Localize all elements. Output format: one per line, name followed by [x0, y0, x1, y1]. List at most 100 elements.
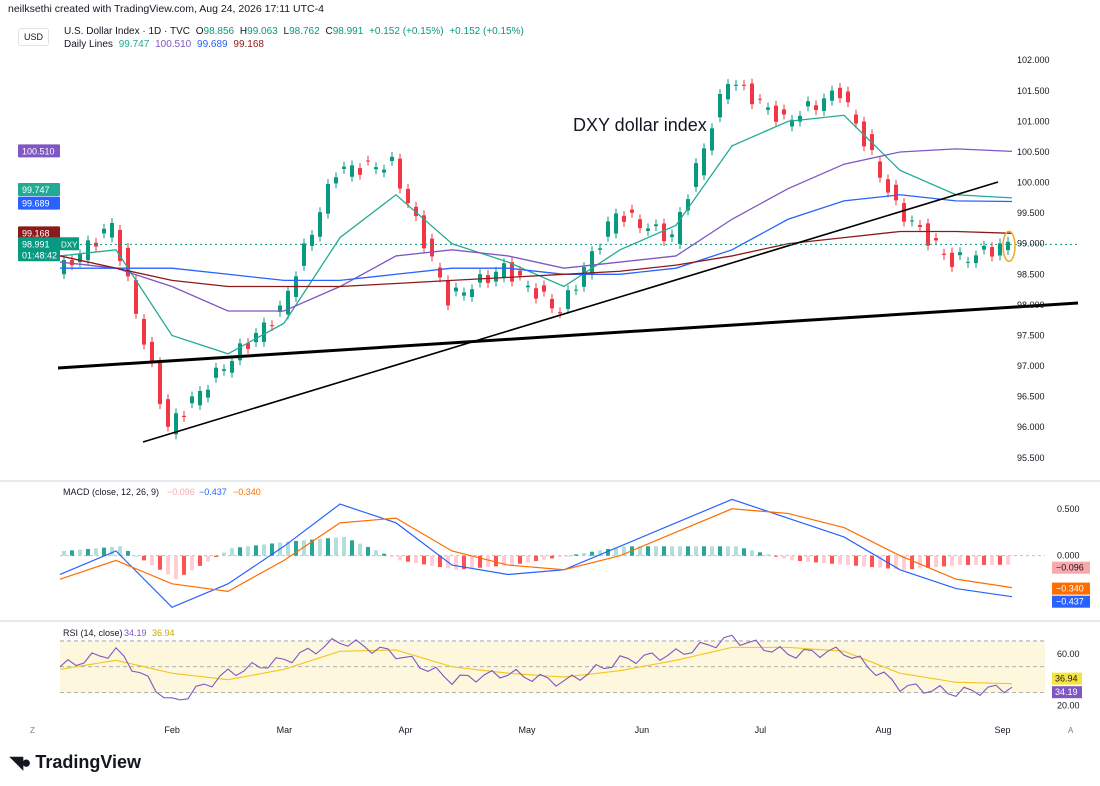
candle-body [174, 413, 178, 435]
price-badge [18, 226, 60, 240]
candle-body [878, 161, 882, 178]
corner-z[interactable]: Z [30, 726, 35, 735]
rsi-badge-value: 36.94 [1055, 674, 1078, 684]
candle-body [742, 84, 746, 86]
macd-histogram-bar [262, 544, 266, 556]
macd-histogram-bar [646, 546, 650, 556]
macd-histogram-bar [622, 546, 626, 556]
rsi-badge-value: 34.19 [1055, 687, 1078, 697]
candle-body [358, 168, 362, 175]
macd-histogram-bar [582, 553, 586, 556]
macd-histogram-bar [270, 543, 274, 556]
price-badge-value: 98.991 [22, 239, 50, 249]
macd-histogram-bar [654, 546, 658, 556]
macd-histogram-bar [390, 555, 394, 558]
candle-body [758, 98, 762, 100]
macd-histogram-bar [294, 540, 298, 556]
candle-body [734, 84, 738, 86]
candle-body [574, 289, 578, 291]
macd-histogram-bar [990, 555, 994, 565]
macd-histogram-bar [494, 555, 498, 567]
macd-histogram-bar [726, 546, 730, 556]
price-tick-label: 96.000 [1017, 422, 1045, 432]
macd-histogram-bar [574, 554, 578, 556]
trend-line-support[interactable] [57, 301, 1079, 370]
rsi-tick-label: 60.00 [1057, 649, 1080, 659]
rsi-legend-title: RSI (14, close) [63, 628, 123, 638]
candle-body [590, 251, 594, 275]
ma-line-200 [59, 230, 1013, 288]
currency-button[interactable]: USD [18, 28, 50, 46]
macd-histogram-bar [870, 555, 874, 568]
ma-line-20 [59, 114, 1013, 355]
corner-a[interactable]: A [1068, 726, 1074, 735]
macd-histogram-bar [758, 552, 762, 556]
candle-body [230, 360, 234, 373]
macd-histogram-bar [326, 538, 330, 556]
macd-histogram-bar [838, 555, 842, 565]
candle-body [302, 243, 306, 266]
candle-body [262, 322, 266, 342]
chart-canvas[interactable]: DXY dollar index 102.000101.500101.00010… [0, 0, 1100, 745]
macd-histogram-bar [422, 555, 426, 565]
price-badge-value: 100.510 [22, 146, 55, 156]
macd-histogram-bar [70, 550, 74, 556]
price-tick-label: 100.500 [1017, 147, 1050, 157]
macd-histogram-bar [134, 555, 138, 557]
macd-histogram-bar [710, 546, 714, 556]
candle-body [726, 84, 730, 100]
macd-badge-value: −0.096 [1056, 563, 1084, 573]
macd-badge-value: −0.340 [1056, 584, 1084, 594]
macd-histogram-bar [526, 555, 530, 563]
macd-histogram-bar [742, 548, 746, 556]
candles [62, 78, 1010, 440]
candle-body [630, 209, 634, 213]
candle-body [110, 222, 114, 238]
candle-body [326, 183, 330, 214]
macd-histogram-bar [518, 555, 522, 564]
macd-histogram-bar [950, 555, 954, 566]
candle-body [854, 114, 858, 124]
candle-body [270, 325, 274, 327]
candle-body [790, 119, 794, 127]
macd-histogram-bar [406, 555, 410, 562]
macd-histogram-bar [606, 548, 610, 556]
macd-histogram-bar [190, 555, 194, 571]
macd-histogram-bar [878, 555, 882, 568]
price-badge [18, 196, 60, 210]
price-tick-label: 98.000 [1017, 300, 1045, 310]
candle-body [622, 215, 626, 222]
macd-histogram-bar [542, 555, 546, 560]
macd-histogram-bar [942, 555, 946, 567]
macd-histogram-bar [686, 546, 690, 556]
candle-body [318, 212, 322, 237]
candle-body [390, 156, 394, 162]
candle-body [894, 184, 898, 201]
macd-histogram-bar [894, 555, 898, 570]
candle-body [462, 292, 466, 296]
candle-body [494, 271, 498, 282]
rsi-badge [1052, 686, 1082, 699]
macd-histogram-bar [382, 553, 386, 556]
macd-histogram-bar [454, 555, 458, 570]
macd-histogram-bar [430, 555, 434, 566]
macd-histogram-bar [142, 555, 146, 561]
macd-histogram-bar [822, 555, 826, 564]
time-tick-label: Aug [875, 725, 891, 735]
price-tick-label: 96.500 [1017, 392, 1045, 402]
rsi-badge [1052, 672, 1082, 685]
macd-histogram-bar [814, 555, 818, 563]
trend-line-rising[interactable] [142, 181, 999, 443]
macd-histogram-bar [238, 547, 242, 556]
candle-body [814, 105, 818, 111]
candle-body [782, 109, 786, 115]
time-tick-label: Sep [994, 725, 1010, 735]
candle-body [694, 163, 698, 187]
macd-histogram-bar [486, 555, 490, 568]
macd-histogram-bar [198, 555, 202, 566]
price-badge [18, 183, 60, 197]
candle-body [534, 288, 538, 299]
price-tick-label: 102.000 [1017, 55, 1050, 65]
candle-body [582, 267, 586, 287]
time-tick-label: Feb [164, 725, 180, 735]
